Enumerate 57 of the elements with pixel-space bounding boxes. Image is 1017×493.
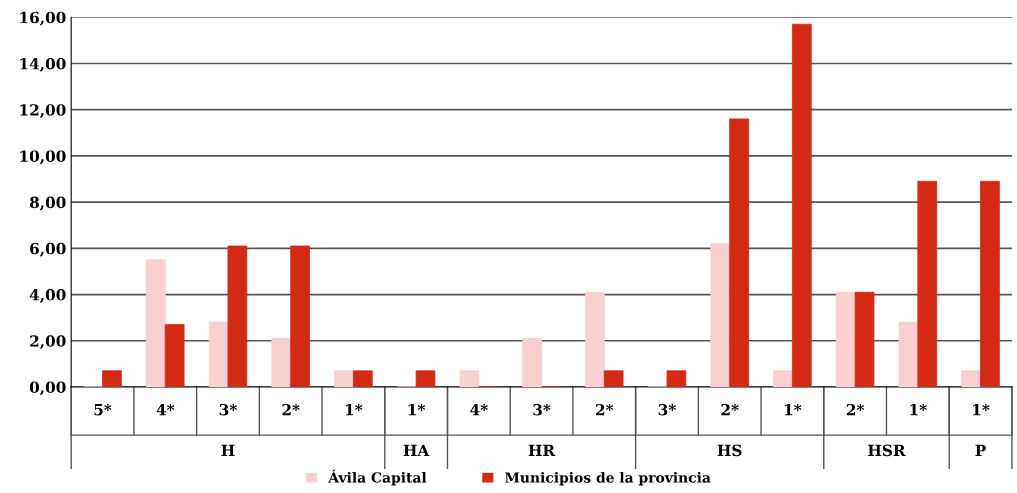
bar (208, 321, 229, 388)
x-tick-label: 2* (846, 403, 865, 416)
y-tick-label: 8,00 (29, 196, 66, 211)
bar (459, 370, 480, 388)
x-tick-label: 1* (784, 403, 802, 416)
bar (898, 321, 919, 388)
bar (271, 338, 292, 388)
bar (603, 370, 624, 388)
x-tick-label: 4* (470, 403, 488, 416)
y-tick-label: 6,00 (30, 242, 66, 257)
x-tick-label: 1* (345, 403, 363, 416)
bar (585, 291, 605, 388)
bar (729, 118, 749, 388)
y-tick-label: 2,00 (30, 335, 66, 350)
y-tick-label: 14,00 (20, 57, 66, 72)
bar (164, 324, 185, 388)
x-tick-label: 1* (973, 403, 990, 416)
y-tick-label: 0,00 (29, 381, 66, 396)
text: H (221, 444, 235, 456)
x-tick-label: 2* (282, 403, 300, 416)
bar (710, 243, 731, 388)
y-tick-label: 12,00 (20, 104, 66, 119)
bar (227, 245, 248, 388)
bar (522, 338, 542, 388)
y-tick-label: 10,00 (20, 150, 66, 165)
text: HSR (868, 444, 906, 457)
x-tick-label: 2* (595, 403, 614, 416)
x-tick-label: 1* (910, 403, 927, 416)
bar (791, 23, 812, 388)
bar (334, 370, 354, 388)
bar (980, 180, 1000, 388)
text: HA (403, 444, 430, 456)
bar (415, 370, 436, 388)
x-tick-label: 4* (156, 403, 175, 416)
bar (146, 259, 166, 388)
bar (290, 245, 310, 388)
x-tick-label: 3* (658, 403, 676, 416)
x-tick-label: 2* (721, 403, 739, 416)
x-tick-label: 1* (408, 403, 426, 416)
text: P (975, 444, 986, 456)
text: HS (717, 444, 742, 457)
bar (352, 370, 373, 388)
bar (854, 291, 875, 388)
bar (917, 180, 938, 388)
bar (666, 370, 687, 388)
text: HR (528, 444, 556, 456)
y-tick-label: 4,00 (29, 289, 66, 303)
bar (961, 370, 981, 388)
x-tick-label: 5* (94, 403, 112, 416)
x-tick-label: 3* (219, 403, 237, 416)
x-tick-label: 3* (533, 403, 551, 416)
y-tick-label: 16,00 (20, 11, 66, 26)
bar (773, 370, 793, 388)
legend-label: Municipios de la provincia (505, 471, 711, 486)
legend-label: Ávila Capital (328, 469, 427, 486)
bar (102, 370, 122, 388)
bar (835, 291, 856, 388)
